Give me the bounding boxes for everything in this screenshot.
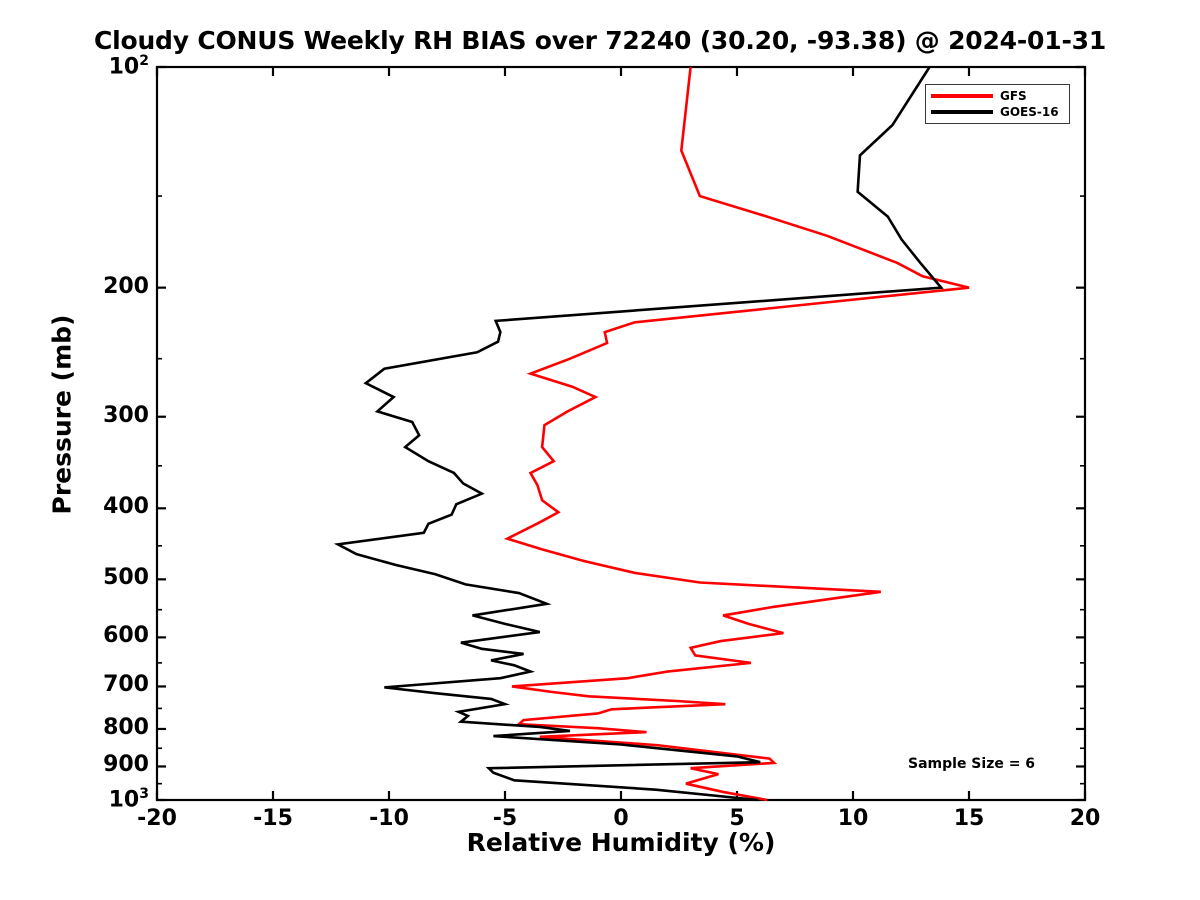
legend-swatch-gfs: [931, 94, 993, 98]
x-tick-label-8: 20: [1069, 806, 1101, 831]
y-tick-label-1: 200: [103, 273, 149, 299]
y-tick-label-6: 700: [103, 672, 149, 698]
legend-item-goes16: GOES-16: [931, 104, 1064, 120]
axes-border: [155, 65, 1087, 802]
x-tick-label-2: -10: [369, 806, 409, 831]
y-tick-label-7: 800: [103, 714, 149, 740]
data-series: [333, 66, 970, 802]
series-line-goes-16: [333, 66, 944, 802]
y-tick-label-4: 500: [103, 565, 149, 591]
x-tick-label-1: -15: [253, 806, 293, 831]
y-tick-label-3: 400: [103, 494, 149, 520]
legend-label-gfs: GFS: [1000, 89, 1027, 103]
y-tick-label-5: 600: [103, 623, 149, 649]
series-line-gfs: [503, 66, 970, 802]
axis-ticks: [155, 65, 1087, 802]
x-tick-label-3: -5: [492, 806, 518, 831]
x-tick-label-5: 5: [729, 806, 745, 831]
sample-size-annotation: Sample Size = 6: [908, 756, 1036, 772]
x-tick-label-4: 0: [613, 806, 629, 831]
x-axis-label: Relative Humidity (%): [466, 828, 776, 857]
chart-legend: GFS GOES-16: [925, 84, 1070, 124]
legend-item-gfs: GFS: [931, 88, 1064, 104]
y-tick-label-2: 300: [103, 402, 149, 428]
y-tick-label-8: 900: [103, 752, 149, 778]
chart-title: Cloudy CONUS Weekly RH BIAS over 72240 (…: [93, 26, 1107, 55]
x-tick-label-7: 15: [953, 806, 985, 831]
x-tick-label-0: -20: [137, 806, 177, 831]
x-tick-label-6: 10: [837, 806, 869, 831]
y-tick-label-9: 103: [108, 786, 149, 813]
legend-label-goes16: GOES-16: [1000, 105, 1059, 119]
axes-frame: [155, 65, 1087, 802]
y-tick-label-0: 102: [108, 53, 149, 80]
legend-swatch-goes16: [931, 110, 993, 114]
